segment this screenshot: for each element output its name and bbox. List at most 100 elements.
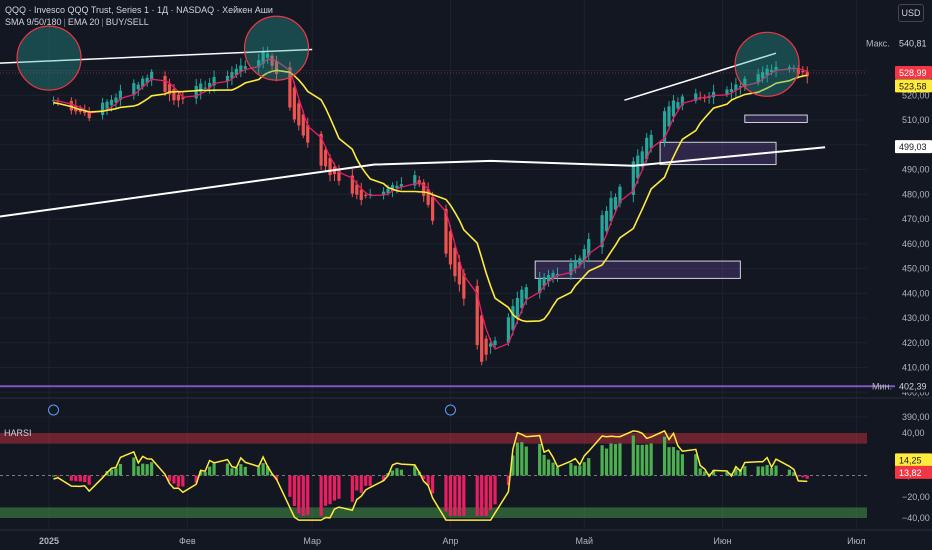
harsi-bar — [176, 475, 180, 487]
harsi-bar — [199, 471, 203, 476]
candle-body — [774, 66, 778, 71]
harsi-bar — [114, 468, 118, 476]
harsi-bar — [609, 443, 613, 476]
candle-body — [105, 101, 109, 109]
candle-body — [542, 277, 546, 287]
candle-body — [208, 83, 212, 88]
price-tick: 520,00 — [902, 90, 930, 100]
harsi-bar — [194, 475, 198, 483]
harsi-bar — [297, 475, 301, 514]
harsi-tick: 40,00 — [902, 428, 925, 438]
candle-body — [292, 87, 296, 120]
candle-body — [426, 189, 430, 205]
harsi-bar — [292, 475, 296, 507]
harsi-bar — [712, 470, 716, 476]
harsi-bar — [734, 468, 738, 476]
time-tick: Фев — [179, 536, 196, 546]
harsi-bar — [359, 475, 363, 493]
harsi-bar — [671, 447, 676, 476]
harsi-bar — [69, 475, 73, 481]
harsi-bar — [266, 466, 270, 476]
price-tick: 480,00 — [902, 189, 930, 199]
candle-body — [69, 100, 73, 111]
harsi-bar — [203, 472, 207, 476]
candle-body — [582, 249, 586, 262]
harsi-title: HARSI — [4, 428, 32, 438]
sma-50-tag-bg — [895, 79, 932, 93]
zone-box — [659, 141, 777, 166]
candle-body — [667, 106, 671, 127]
harsi-tick: −40,00 — [902, 513, 930, 523]
candle-body — [569, 263, 573, 275]
harsi-bar — [208, 466, 212, 476]
harsi-bar — [337, 475, 341, 499]
sma-50-line — [53, 69, 808, 323]
harsi-bar — [83, 475, 87, 483]
harsi-bar — [489, 475, 493, 511]
candle-body — [172, 89, 176, 101]
harsi-bar — [243, 466, 247, 476]
time-axis: 2025 Фев Мар Апр Май Июн Июл — [0, 529, 932, 546]
highlight-circle — [16, 25, 82, 91]
max-value-bg — [895, 36, 932, 50]
candle-body — [480, 315, 484, 362]
candle-body — [395, 185, 399, 189]
current-price-tag-bg — [895, 65, 932, 79]
candle-body — [141, 78, 145, 87]
time-tick: 2025 — [39, 536, 59, 546]
price-tick: 420,00 — [902, 338, 930, 348]
candle-body — [546, 275, 551, 282]
zone-box — [744, 114, 808, 123]
candle-body — [489, 343, 493, 347]
harsi-bar — [109, 469, 114, 476]
candle-body — [230, 71, 234, 79]
candle-body — [87, 111, 91, 119]
candle-body — [738, 86, 742, 88]
candle-body — [729, 89, 734, 93]
harsi-bar — [475, 475, 479, 516]
candle-body — [266, 53, 270, 58]
sma-180-tag: 499,03 — [899, 142, 927, 152]
candle-body — [359, 189, 363, 200]
harsi-bar — [230, 468, 234, 476]
harsi-bar — [640, 444, 644, 476]
harsi-bar — [288, 475, 292, 497]
price-tick: 430,00 — [902, 313, 930, 323]
indicator-buysell[interactable]: BUY/SELL — [105, 17, 149, 27]
harsi-bar — [413, 465, 417, 476]
candle-body — [801, 70, 805, 73]
chart-title: QQQ · Invesco QQQ Trust, Series 1 · 1Д ·… — [5, 5, 273, 15]
candle-body — [297, 103, 301, 126]
candle-body — [181, 97, 185, 100]
candle-body — [100, 102, 105, 115]
harsi-bar — [743, 466, 747, 476]
indicator-sma[interactable]: SMA 9/50/180 — [5, 17, 62, 27]
candle-body — [761, 72, 765, 79]
harsi-bar — [618, 443, 622, 476]
indicator-ema[interactable]: EMA 20 — [67, 17, 100, 27]
price-tick: 410,00 — [902, 363, 930, 373]
harsi-bar — [587, 458, 591, 476]
harsi-bar — [524, 446, 528, 476]
time-tick: Июн — [713, 536, 731, 546]
harsi-bar — [328, 475, 332, 505]
harsi-bar — [551, 462, 555, 476]
harsi-bar — [694, 454, 698, 476]
harsi-bar — [546, 459, 551, 476]
candle-body — [422, 182, 426, 196]
candle-body — [364, 194, 368, 196]
candle-body — [306, 124, 310, 143]
harsi-bar — [319, 475, 323, 516]
candle-body — [756, 74, 760, 83]
heikin-ashi-candles — [51, 46, 809, 366]
candle-body — [234, 68, 238, 76]
harsi-bar — [323, 475, 328, 506]
harsi-bar — [145, 464, 149, 476]
currency-button[interactable]: USD — [898, 4, 924, 22]
candle-body — [640, 151, 644, 167]
harsi-bar — [136, 466, 140, 476]
candle-body — [694, 93, 698, 101]
candle-body — [649, 134, 653, 149]
harsi-bar — [141, 463, 145, 476]
